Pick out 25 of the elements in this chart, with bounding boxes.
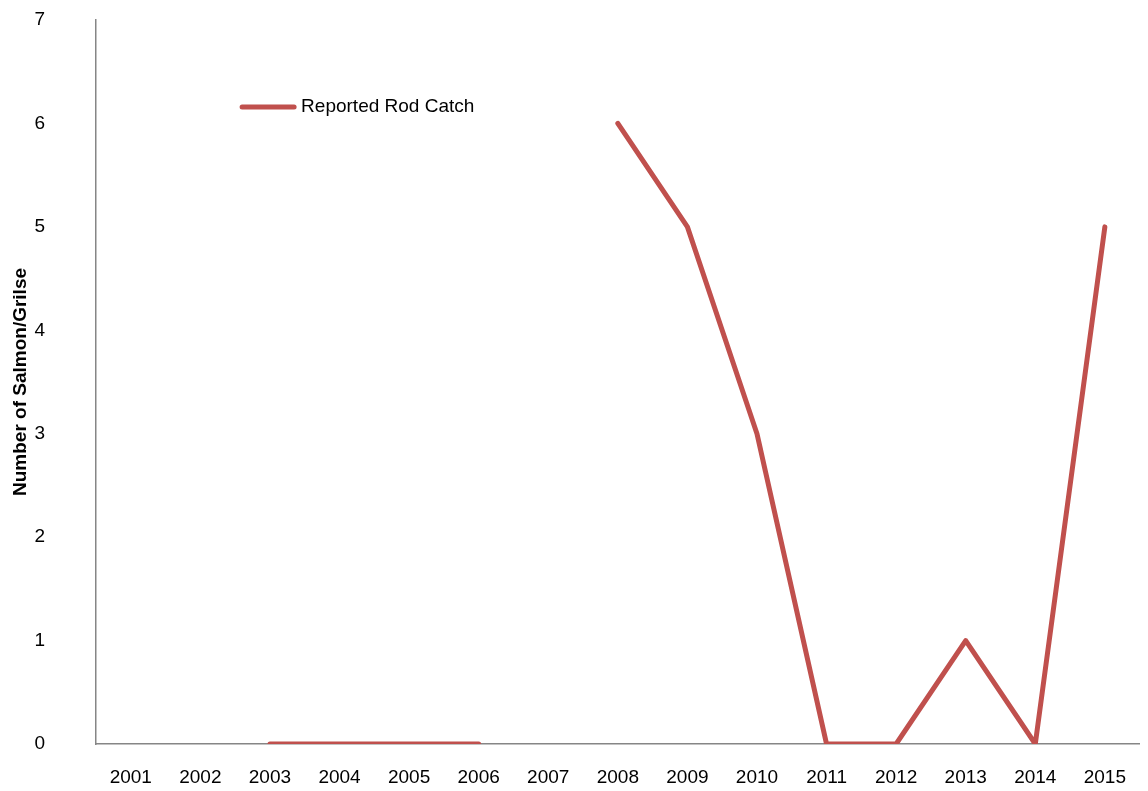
x-tick-label: 2005	[387, 765, 431, 787]
y-tick-label: 0	[34, 732, 45, 754]
y-tick-label: 7	[34, 8, 45, 30]
y-tick-label: 6	[34, 111, 45, 133]
y-axis-title: Number of Salmon/Grilse	[8, 267, 30, 497]
x-tick-label: 2015	[1083, 765, 1127, 787]
x-tick-label: 2009	[666, 765, 709, 787]
x-tick-label: 2003	[248, 765, 292, 787]
y-tick-label: 2	[34, 525, 45, 547]
x-tick-label: 2014	[1014, 765, 1057, 787]
x-tick-label: 2012	[874, 765, 918, 787]
y-tick-label: 3	[34, 421, 45, 443]
y-tick-label: 5	[34, 215, 45, 237]
x-tick-label: 2004	[318, 765, 362, 787]
x-tick-label: 2007	[527, 765, 570, 787]
x-tick-label: 2010	[735, 765, 779, 787]
y-tick-label: 4	[34, 318, 46, 340]
x-tick-label: 2006	[457, 765, 500, 787]
y-tick-label: 1	[34, 628, 45, 650]
x-tick-label: 2011	[806, 765, 847, 787]
x-tick-label: 2002	[179, 765, 222, 787]
x-tick-label: 2001	[109, 765, 152, 787]
x-tick-label: 2008	[596, 765, 639, 787]
x-tick-label: 2013	[944, 765, 987, 787]
legend-label: Reported Rod Catch	[301, 95, 475, 117]
